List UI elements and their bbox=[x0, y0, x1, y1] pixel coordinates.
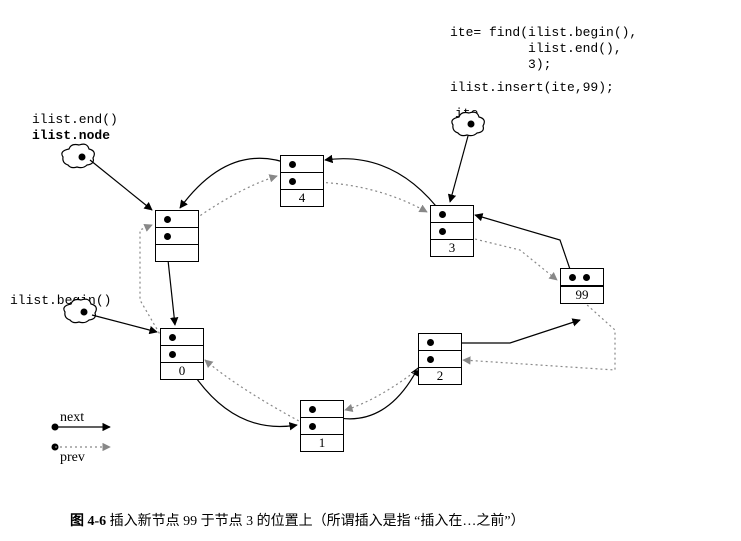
node-99-val: 99 bbox=[561, 286, 603, 303]
edges-svg bbox=[0, 0, 741, 541]
node-2: 2 bbox=[418, 333, 462, 385]
diagram-canvas: ite= find(ilist.begin(), ilist.end(), 3)… bbox=[0, 0, 741, 541]
code-line-2: ilist.end(), bbox=[450, 41, 622, 56]
label-ite: ite bbox=[455, 106, 478, 121]
node-2-val: 2 bbox=[419, 368, 461, 384]
node-99: 99 bbox=[560, 268, 604, 304]
node-sentinel-val bbox=[156, 245, 198, 261]
node-sentinel bbox=[155, 210, 199, 262]
code-line-3: 3); bbox=[450, 57, 551, 72]
node-4: 4 bbox=[280, 155, 324, 207]
code-line-4: ilist.insert(ite,99); bbox=[450, 80, 614, 95]
node-0-val: 0 bbox=[161, 363, 203, 379]
node-1: 1 bbox=[300, 400, 344, 452]
figure-caption: 图 4-6 插入新节点 99 于节点 3 的位置上（所谓插入是指 “插入在…之前… bbox=[70, 510, 525, 530]
fig-text: 插入新节点 99 于节点 3 的位置上（所谓插入是指 “插入在…之前”） bbox=[106, 514, 524, 529]
label-begin: ilist.begin() bbox=[10, 293, 111, 308]
code-line-1: ite= find(ilist.begin(), bbox=[450, 25, 637, 40]
node-0: 0 bbox=[160, 328, 204, 380]
label-node: ilist.node bbox=[32, 128, 110, 143]
node-4-val: 4 bbox=[281, 190, 323, 206]
fig-number: 图 4-6 bbox=[70, 514, 106, 529]
cloud-end-icon bbox=[62, 144, 94, 168]
legend-prev: prev bbox=[60, 450, 85, 466]
legend-next: next bbox=[60, 410, 84, 426]
node-3-val: 3 bbox=[431, 240, 473, 256]
node-1-val: 1 bbox=[301, 435, 343, 451]
node-3: 3 bbox=[430, 205, 474, 257]
label-end: ilist.end() bbox=[32, 112, 118, 127]
